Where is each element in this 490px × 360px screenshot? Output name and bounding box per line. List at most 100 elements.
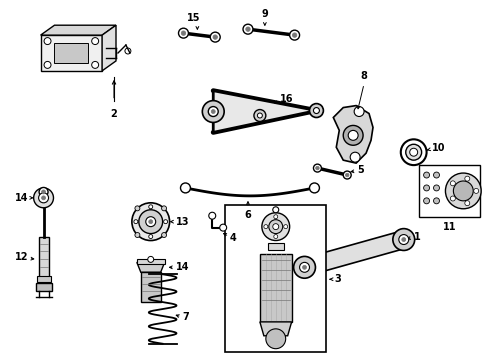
Bar (39, 237, 49, 281)
Circle shape (434, 172, 440, 178)
Circle shape (202, 100, 224, 122)
Circle shape (314, 108, 319, 113)
Circle shape (402, 238, 406, 242)
Circle shape (208, 107, 218, 117)
Circle shape (302, 265, 307, 269)
Polygon shape (41, 25, 116, 35)
Text: 2: 2 (111, 109, 118, 118)
Circle shape (424, 172, 430, 178)
Circle shape (181, 31, 186, 35)
Circle shape (139, 210, 163, 234)
Circle shape (146, 217, 156, 227)
Circle shape (450, 196, 455, 201)
Circle shape (164, 220, 168, 224)
Circle shape (316, 166, 319, 170)
Polygon shape (302, 231, 406, 276)
Circle shape (399, 235, 409, 244)
Circle shape (39, 193, 49, 203)
Circle shape (262, 213, 290, 240)
Polygon shape (213, 91, 317, 132)
Circle shape (465, 201, 470, 206)
Circle shape (213, 35, 218, 39)
Circle shape (266, 329, 286, 349)
Text: 16: 16 (280, 94, 293, 104)
Text: 14: 14 (175, 262, 189, 272)
Polygon shape (260, 322, 292, 336)
Circle shape (134, 220, 138, 224)
Circle shape (345, 173, 349, 177)
Circle shape (149, 220, 153, 224)
Circle shape (314, 164, 321, 172)
Circle shape (424, 185, 430, 191)
Bar (37, 276, 50, 282)
Circle shape (42, 196, 46, 200)
Text: 6: 6 (245, 210, 251, 220)
Circle shape (393, 229, 415, 251)
Bar (225, 205, 326, 352)
Circle shape (401, 139, 427, 165)
Circle shape (450, 181, 455, 186)
Circle shape (293, 33, 297, 37)
Circle shape (220, 224, 227, 231)
Circle shape (350, 152, 360, 162)
Circle shape (162, 206, 167, 211)
Circle shape (273, 224, 279, 230)
Circle shape (445, 173, 481, 209)
Circle shape (348, 130, 358, 140)
Text: 1: 1 (414, 231, 420, 242)
Circle shape (162, 233, 167, 238)
Circle shape (264, 225, 268, 229)
Bar (36, 283, 51, 291)
Circle shape (465, 176, 470, 181)
Circle shape (92, 37, 98, 45)
Text: 5: 5 (357, 165, 364, 175)
Circle shape (34, 188, 53, 208)
Circle shape (474, 188, 479, 193)
Bar (141, 272, 161, 302)
Polygon shape (41, 35, 102, 71)
Circle shape (246, 27, 250, 31)
Circle shape (257, 113, 262, 118)
Circle shape (354, 107, 364, 117)
Circle shape (209, 212, 216, 219)
Bar (260, 255, 292, 322)
Text: 12: 12 (15, 252, 29, 262)
Circle shape (284, 225, 288, 229)
Circle shape (42, 190, 46, 194)
Circle shape (180, 183, 191, 193)
Polygon shape (333, 105, 373, 163)
Circle shape (211, 109, 215, 113)
Bar (137, 260, 165, 264)
Circle shape (343, 171, 351, 179)
Circle shape (299, 262, 310, 272)
Circle shape (453, 181, 473, 201)
Circle shape (274, 235, 278, 239)
Circle shape (269, 220, 283, 234)
Circle shape (149, 205, 153, 209)
Text: 10: 10 (432, 143, 445, 153)
Polygon shape (137, 262, 165, 272)
Circle shape (434, 185, 440, 191)
Text: 9: 9 (262, 9, 268, 19)
Circle shape (39, 188, 48, 196)
Text: 13: 13 (175, 217, 189, 227)
Circle shape (148, 256, 154, 262)
Circle shape (294, 256, 316, 278)
Circle shape (135, 206, 140, 211)
Circle shape (178, 28, 189, 38)
Text: 3: 3 (334, 274, 341, 284)
Circle shape (243, 24, 253, 34)
Bar (54, 43, 88, 63)
Bar (418, 165, 480, 217)
Text: 8: 8 (361, 71, 368, 81)
Text: 7: 7 (182, 312, 189, 322)
Polygon shape (102, 25, 116, 71)
Circle shape (210, 32, 220, 42)
Circle shape (92, 62, 98, 68)
Circle shape (44, 62, 51, 68)
Circle shape (410, 148, 417, 156)
Circle shape (310, 104, 323, 117)
Circle shape (343, 125, 363, 145)
Circle shape (132, 203, 170, 240)
Circle shape (310, 183, 319, 193)
